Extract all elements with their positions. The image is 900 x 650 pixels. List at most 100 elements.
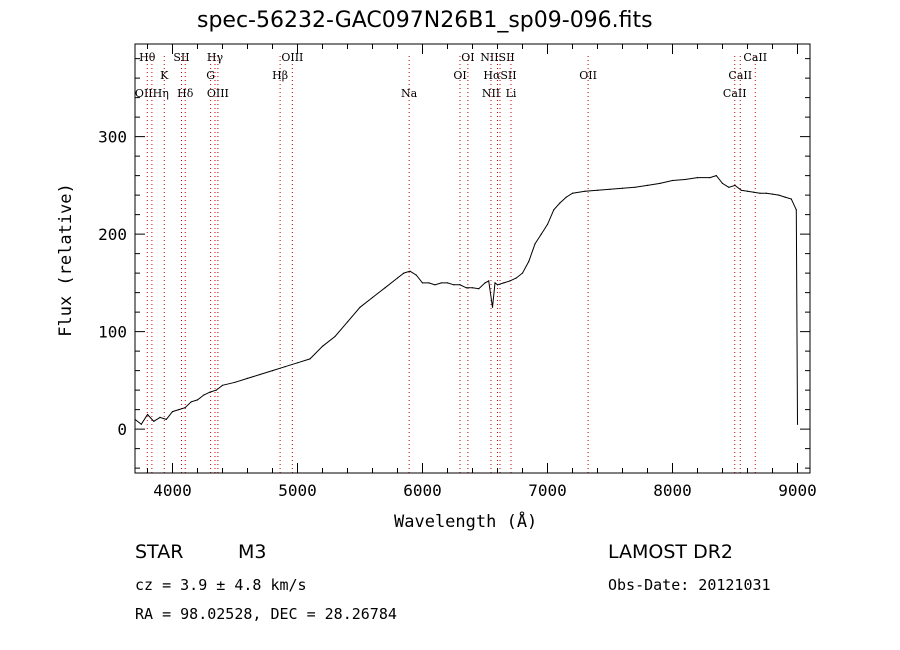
object-class: STAR [135, 541, 184, 563]
spectrum-point [494, 282, 496, 284]
spectrum-point [465, 287, 467, 289]
spectrum-point [471, 287, 474, 289]
spectrum-point [271, 370, 274, 372]
spectral-line-label: SII [173, 51, 189, 64]
y-tick-label: 300 [98, 128, 127, 147]
spectral-line-label: CaII [743, 51, 767, 64]
spectrum-point [753, 191, 755, 193]
spectrum-point [790, 198, 792, 200]
spectral-line-label: Li [506, 87, 517, 100]
spectrum-point [746, 190, 749, 192]
spectral-line-label: Hγ [207, 51, 224, 64]
spectrum-point [715, 175, 717, 177]
spectrum-series [134, 175, 799, 426]
spectrum-point [771, 193, 774, 195]
spectrum-point [546, 223, 549, 225]
spectrum-point [171, 411, 174, 413]
spectrum-point [196, 399, 199, 401]
spectral-line-label: OII [579, 69, 597, 82]
spectrum-point [571, 192, 574, 194]
spectral-line-label: K [160, 69, 169, 82]
spectrum-point [140, 423, 142, 425]
spectrum-point [671, 179, 674, 182]
spectrum-point [584, 190, 586, 192]
spectrum-point [453, 284, 455, 286]
y-tick-label: 200 [98, 225, 127, 244]
spectrum-point [359, 306, 361, 308]
spectrum-point [795, 209, 797, 211]
y-tick-label: 0 [117, 420, 127, 439]
survey-name: LAMOST DR2 [608, 541, 733, 563]
spectrum-point [534, 243, 536, 245]
spectrum-point [696, 177, 699, 179]
spectrum-point [659, 182, 661, 184]
redshift-cz: cz = 3.9 ± 4.8 km/s [135, 576, 307, 594]
spectrum-point [565, 196, 567, 198]
spectral-line-label: OIII [207, 87, 229, 100]
spectrum-point [728, 186, 730, 188]
chart-title: spec-56232-GAC097N26B1_sp09-096.fits [197, 8, 653, 33]
spectral-line-label: Hθ [139, 51, 156, 64]
x-tick-label: 6000 [403, 481, 442, 500]
spectrum-point [778, 194, 780, 196]
spectrum-point [440, 282, 442, 284]
x-tick-label: 8000 [653, 481, 692, 500]
spectrum-point [146, 413, 149, 416]
y-axis-label: Flux (relative) [56, 183, 76, 337]
spectral-line-label: CaII [723, 87, 747, 100]
spectrum-point [190, 401, 192, 403]
spectrum-point [371, 296, 374, 299]
spectrum-point [428, 282, 430, 284]
spectrum-point [540, 233, 542, 235]
spectrum-point [259, 373, 261, 376]
spectrum-point [496, 284, 499, 286]
spectrum-point [159, 416, 161, 418]
spectrum-point [491, 306, 494, 308]
spectrum-point [403, 272, 405, 274]
spectrum-point [384, 287, 386, 289]
line-markers [146, 56, 756, 473]
spectral-line-label: OIIHη [135, 87, 169, 100]
spectrum-point [528, 260, 530, 262]
obs-date: Obs-Date: 20121031 [608, 576, 771, 594]
spectrum-point [215, 389, 217, 391]
spectrum-point [178, 409, 180, 411]
spectrum-point [203, 394, 205, 396]
spectral-line-label: OI [461, 51, 474, 64]
spectrum-point [478, 288, 480, 290]
spectrum-point [334, 335, 336, 338]
spectral-line-label: OI [453, 69, 466, 82]
spectral-line-label: HαSII [483, 69, 516, 82]
ra-dec: RA = 98.02528, DEC = 28.26784 [135, 605, 397, 623]
spectral-line-label: NII [482, 87, 500, 100]
spectral-line-label: CaII [728, 69, 752, 82]
spectrum-point [434, 284, 436, 286]
spectrum-point [709, 177, 711, 179]
spectrum-point [346, 321, 349, 323]
x-tick-label: 9000 [778, 481, 817, 500]
spectrum-point [296, 362, 299, 364]
spectrum-point [634, 186, 636, 188]
spectrum-point [684, 178, 686, 181]
spectrum-point [459, 284, 461, 286]
spectrum-point [740, 189, 742, 191]
spectrum-point [521, 272, 524, 274]
spectral-line-label: G [206, 69, 215, 82]
spectrum-point [721, 182, 724, 184]
spectrum-point [734, 184, 736, 186]
spectrum-point [484, 282, 486, 284]
spectrum-line [134, 175, 798, 426]
spectrum-point [284, 366, 286, 368]
spectral-line-label: NIISII [480, 51, 515, 64]
spectrum-point [415, 274, 417, 276]
spectrum-point [553, 209, 555, 211]
spectrum-point [246, 377, 249, 379]
spectrum-point [646, 184, 649, 186]
spectrum-point [503, 282, 505, 284]
x-tick-label: 7000 [528, 481, 567, 500]
spectrum-point [759, 192, 761, 194]
spectrum-point [234, 381, 236, 383]
spectrum-point [153, 420, 155, 422]
spectral-line-label: Na [401, 87, 418, 100]
